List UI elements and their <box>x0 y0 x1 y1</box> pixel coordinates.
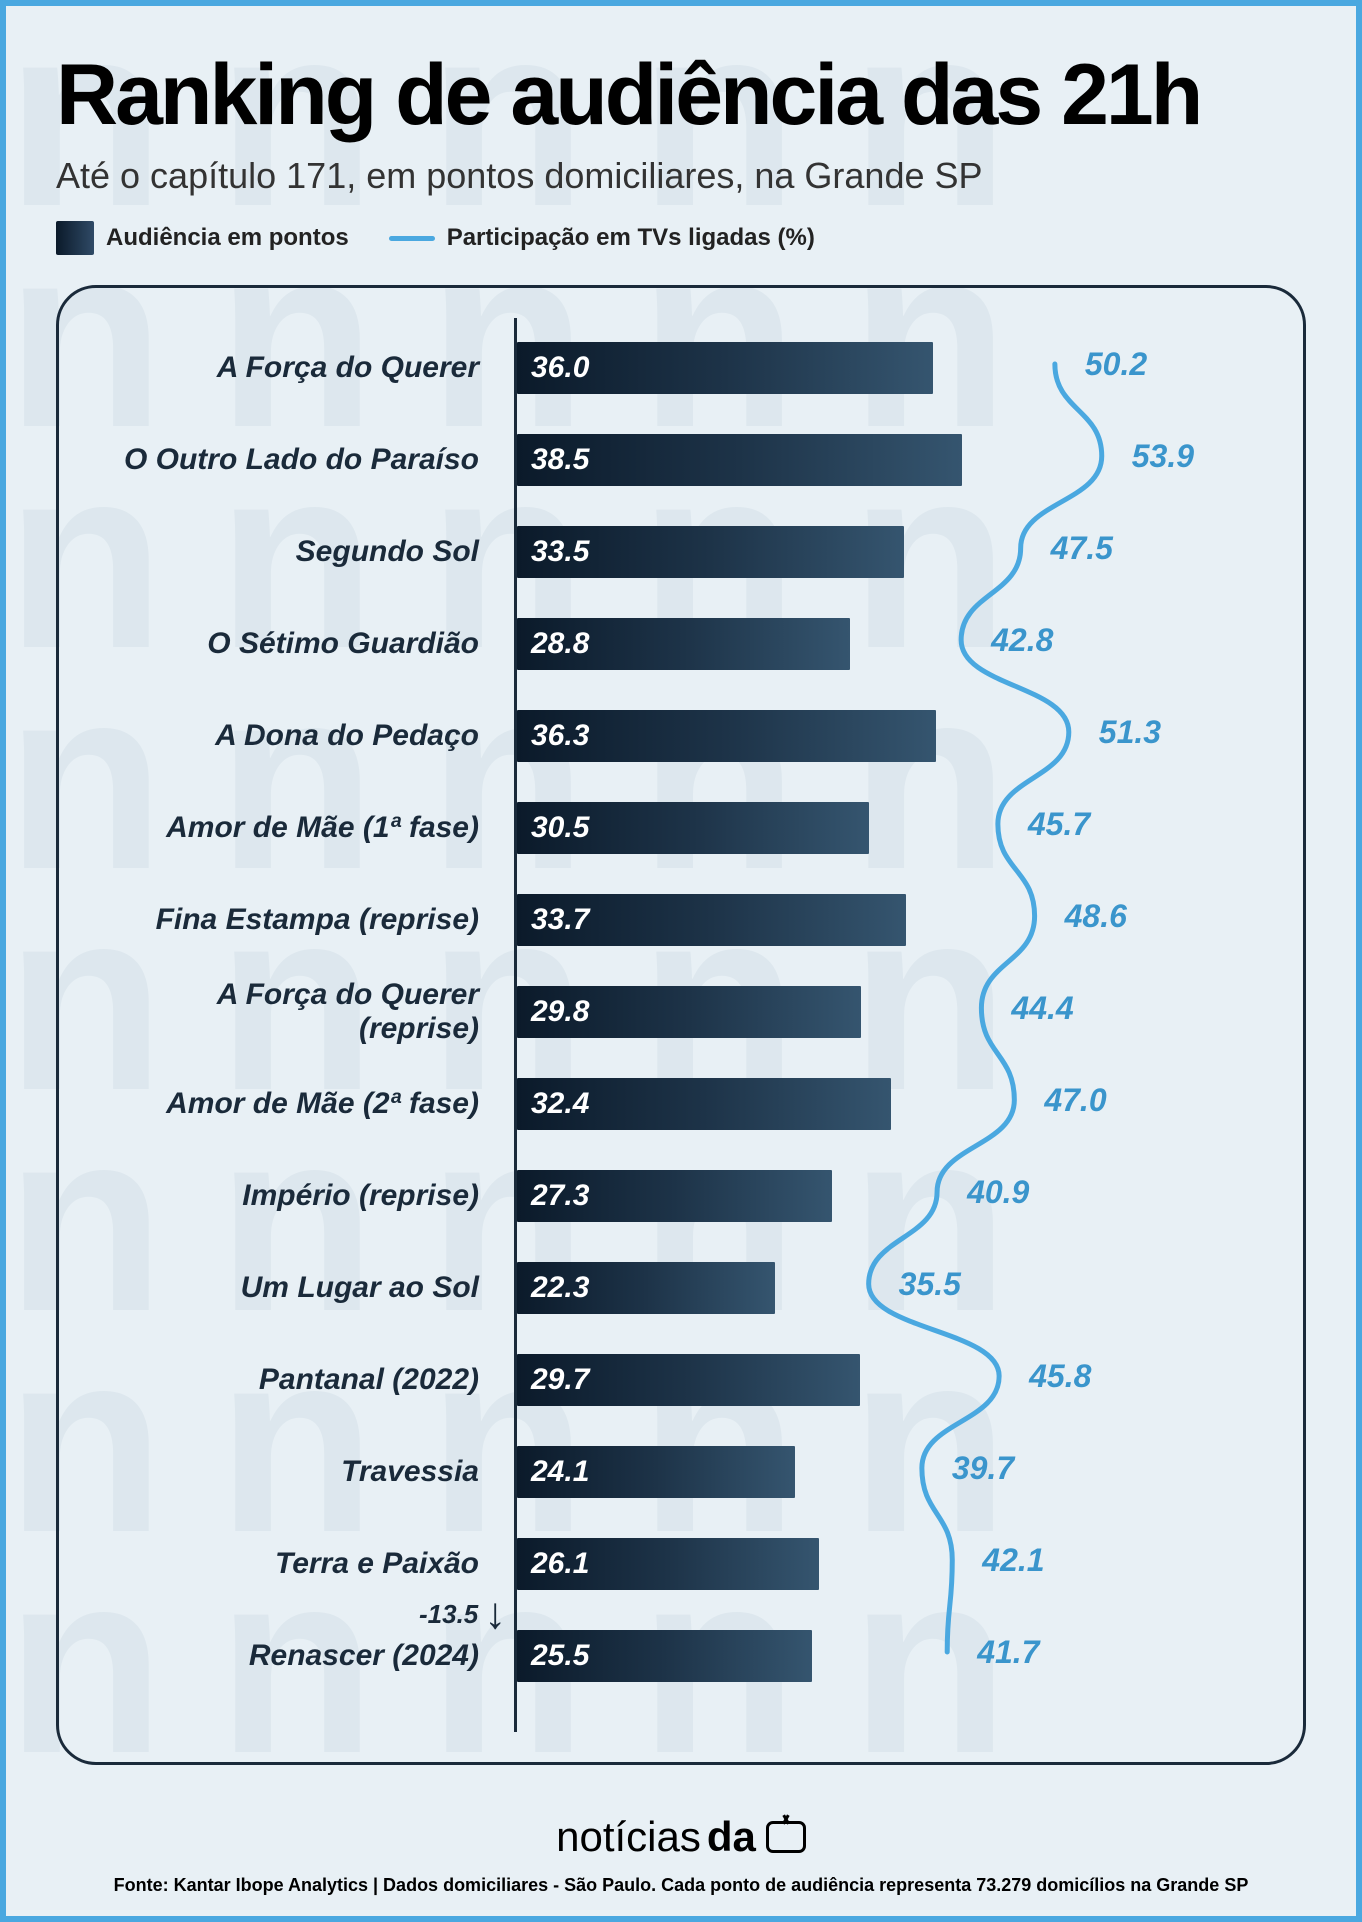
legend-line-item: Participação em TVs ligadas (%) <box>389 224 815 252</box>
share-value: 45.8 <box>1029 1358 1091 1395</box>
row-label: Amor de Mãe (2ª fase) <box>99 1087 499 1121</box>
row-label: Segundo Sol <box>99 535 499 569</box>
row-label: A Força do Querer <box>99 351 499 385</box>
audience-bar: 26.1 <box>517 1538 819 1590</box>
chart-subtitle: Até o capítulo 171, em pontos domiciliar… <box>56 155 1306 197</box>
chart-row: Terra e Paixão 26.1 <box>99 1534 1263 1594</box>
audience-value: 28.8 <box>531 627 589 661</box>
legend-line-label: Participação em TVs ligadas (%) <box>447 224 815 252</box>
chart-row: Travessia 24.1 <box>99 1442 1263 1502</box>
audience-value: 27.3 <box>531 1179 589 1213</box>
row-label: Amor de Mãe (1ª fase) <box>99 811 499 845</box>
share-value: 53.9 <box>1132 438 1194 475</box>
audience-bar: 29.8 <box>517 986 861 1038</box>
share-value: 47.0 <box>1044 1082 1106 1119</box>
row-label: O Sétimo Guardião <box>99 627 499 661</box>
share-value: 47.5 <box>1051 530 1113 567</box>
audience-bar: 36.0 <box>517 342 933 394</box>
legend-bar-label: Audiência em pontos <box>106 224 349 252</box>
share-value: 51.3 <box>1099 714 1161 751</box>
chart-row: Império (reprise) 27.3 <box>99 1166 1263 1226</box>
arrow-down-icon: ↓ <box>484 1592 506 1636</box>
row-label: Terra e Paixão <box>99 1547 499 1581</box>
audience-value: 29.8 <box>531 995 589 1029</box>
source-text: Fonte: Kantar Ibope Analytics | Dados do… <box>46 1875 1316 1896</box>
audience-bar: 38.5 <box>517 434 962 486</box>
audience-value: 33.7 <box>531 903 589 937</box>
row-label: A Dona do Pedaço <box>99 719 499 753</box>
audience-bar: 36.3 <box>517 710 936 762</box>
row-label: Pantanal (2022) <box>99 1363 499 1397</box>
brand-logo: notícias da <box>556 1813 806 1861</box>
row-label: Fina Estampa (reprise) <box>99 903 499 937</box>
share-value: 41.7 <box>977 1634 1039 1671</box>
legend-bar-item: Audiência em pontos <box>56 221 349 255</box>
audience-value: 30.5 <box>531 811 589 845</box>
row-label: O Outro Lado do Paraíso <box>99 443 499 477</box>
share-value: 50.2 <box>1085 346 1147 383</box>
audience-bar: 22.3 <box>517 1262 775 1314</box>
share-value: 44.4 <box>1011 990 1073 1027</box>
chart-row: Um Lugar ao Sol 22.3 <box>99 1258 1263 1318</box>
chart-row: A Força do Querer (reprise)29.8 <box>99 982 1263 1042</box>
chart-row: O Outro Lado do Paraíso 38.5 <box>99 430 1263 490</box>
audience-bar: 27.3 <box>517 1170 832 1222</box>
share-value: 45.7 <box>1028 806 1090 843</box>
share-value: 39.7 <box>952 1450 1014 1487</box>
legend-line-swatch <box>389 236 435 241</box>
row-label: Império (reprise) <box>99 1179 499 1213</box>
legend-bar-swatch <box>56 221 94 255</box>
audience-value: 36.3 <box>531 719 589 753</box>
chart-row: Renascer (2024) 25.5 <box>99 1626 1263 1686</box>
audience-value: 25.5 <box>531 1639 589 1673</box>
audience-value: 38.5 <box>531 443 589 477</box>
share-value: 42.8 <box>991 622 1053 659</box>
audience-bar: 29.7 <box>517 1354 860 1406</box>
audience-bar: 33.5 <box>517 526 904 578</box>
footer: notícias da Fonte: Kantar Ibope Analytic… <box>6 1789 1356 1916</box>
audience-bar: 30.5 <box>517 802 869 854</box>
audience-value: 22.3 <box>531 1271 589 1305</box>
audience-value: 36.0 <box>531 351 589 385</box>
audience-bar: 25.5 <box>517 1630 812 1682</box>
audience-bar: 33.7 <box>517 894 906 946</box>
share-value: 35.5 <box>899 1266 961 1303</box>
audience-value: 33.5 <box>531 535 589 569</box>
chart-row: O Sétimo Guardião 28.8 <box>99 614 1263 674</box>
row-label: Travessia <box>99 1455 499 1489</box>
chart-row: A Dona do Pedaço 36.3 <box>99 706 1263 766</box>
row-label: Um Lugar ao Sol <box>99 1271 499 1305</box>
legend: Audiência em pontos Participação em TVs … <box>56 221 1306 255</box>
audience-value: 24.1 <box>531 1455 589 1489</box>
audience-bar: 24.1 <box>517 1446 795 1498</box>
audience-value: 29.7 <box>531 1363 589 1397</box>
delta-annotation: -13.5↓ <box>419 1592 506 1636</box>
chart-title: Ranking de audiência das 21h <box>56 46 1306 145</box>
audience-bar: 28.8 <box>517 618 850 670</box>
share-value: 42.1 <box>982 1542 1044 1579</box>
audience-value: 26.1 <box>531 1547 589 1581</box>
delta-text: -13.5 <box>419 1599 478 1630</box>
chart-container: A Força do Querer 36.0 50.2 O Outro Lado do… <box>56 285 1306 1765</box>
audience-value: 32.4 <box>531 1087 589 1121</box>
audience-bar: 32.4 <box>517 1078 891 1130</box>
row-label: A Força do Querer (reprise) <box>99 978 499 1046</box>
row-label: Renascer (2024) <box>99 1639 499 1673</box>
share-value: 48.6 <box>1065 898 1127 935</box>
share-value: 40.9 <box>967 1174 1029 1211</box>
tv-icon <box>766 1821 806 1853</box>
